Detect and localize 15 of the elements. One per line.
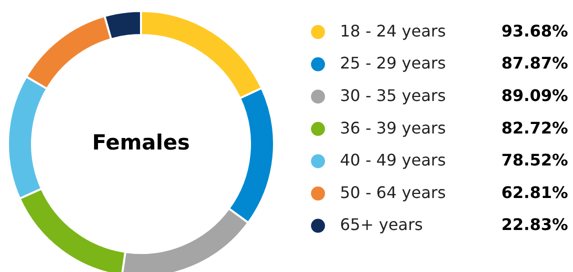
legend-label: 40 - 49 years <box>340 150 446 170</box>
data-label: 78.52% <box>501 150 568 170</box>
legend-label: 65+ years <box>340 215 423 234</box>
data-label: 62.81% <box>501 182 568 202</box>
data-label: 93.68% <box>501 21 568 40</box>
legend-label: 36 - 39 years <box>340 118 446 138</box>
data-label: 22.83% <box>501 215 568 234</box>
legend-label: 50 - 64 years <box>340 182 446 202</box>
text: Females <box>92 130 190 155</box>
legend-label: 25 - 29 years <box>340 54 446 73</box>
legend-label: 30 - 35 years <box>340 86 446 105</box>
data-label: 89.09% <box>501 86 568 105</box>
data-label: 82.72% <box>501 118 568 138</box>
data-label: 87.87% <box>501 54 568 73</box>
legend-label: 18 - 24 years <box>340 21 446 40</box>
